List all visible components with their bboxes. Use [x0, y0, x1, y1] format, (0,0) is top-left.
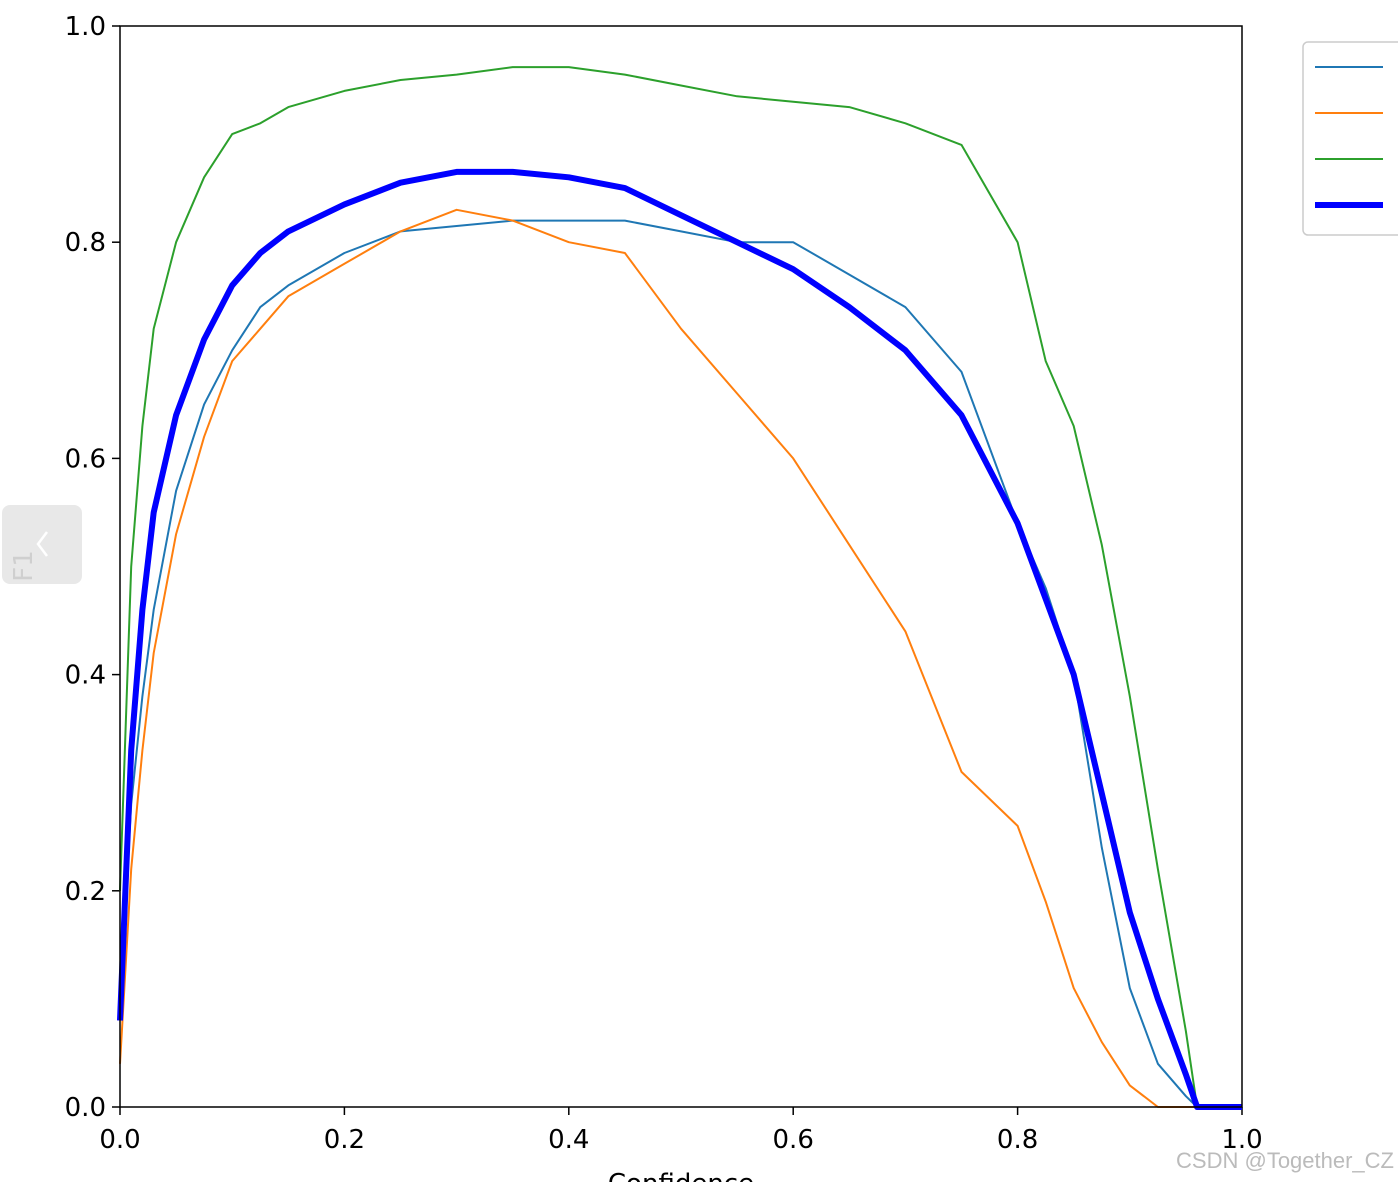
x-tick-label: 0.2: [324, 1125, 365, 1155]
x-tick-label: 0.8: [997, 1125, 1038, 1155]
watermark: CSDN @Together_CZ: [1176, 1148, 1394, 1173]
series-line: [119, 66, 1242, 1108]
x-axis-label: Confidence: [608, 1169, 754, 1182]
y-tick-label: 0.0: [65, 1093, 106, 1123]
series-line: [117, 168, 1242, 1110]
x-tick-label: 0.0: [99, 1125, 140, 1155]
legend-box: [1302, 41, 1398, 236]
chevron-icon: [36, 531, 48, 557]
y-tick-label: 0.6: [65, 444, 106, 474]
series-line: [119, 208, 1242, 1108]
y-tick-label: 1.0: [65, 12, 106, 42]
x-tick-label: 1.0: [1221, 1125, 1262, 1155]
y-tick-label: 0.8: [65, 228, 106, 258]
legend: [1315, 66, 1383, 208]
plot-layer: 0.0 0.2 0.4 0.6 0.8 1.0 0.0 0.2 0.4 0.6 0.8 1.0: [65, 12, 1263, 1155]
collapse-button[interactable]: [2, 505, 82, 584]
y-tick-label: 0.2: [65, 877, 106, 907]
series-line: [119, 219, 1242, 1108]
y-tick-label: 0.4: [65, 661, 106, 691]
x-tick-label: 0.6: [773, 1125, 814, 1155]
plot-frame: [119, 25, 1243, 1108]
x-tick-label: 0.4: [548, 1125, 589, 1155]
